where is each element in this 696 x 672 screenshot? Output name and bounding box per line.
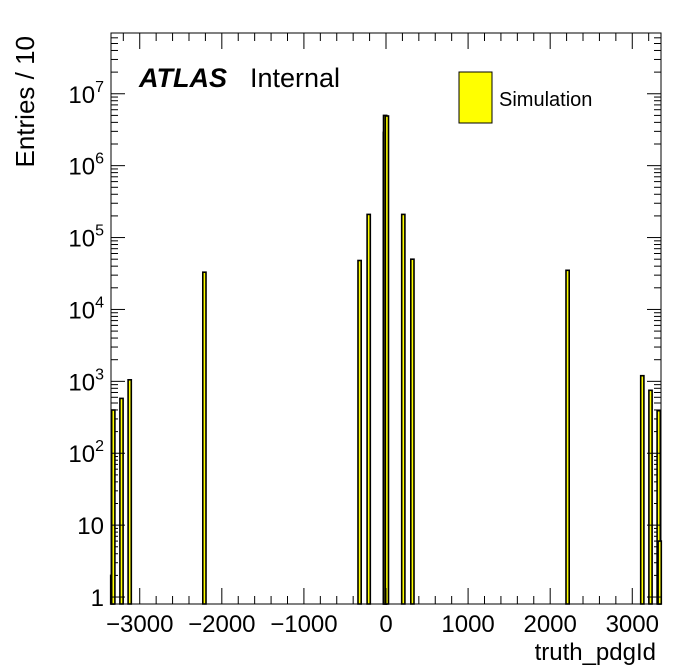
y-tick-label: 106 bbox=[68, 151, 104, 181]
x-tick-label: −2000 bbox=[188, 611, 255, 638]
x-axis-label: truth_pdgId bbox=[535, 639, 656, 666]
internal-label: Internal bbox=[250, 63, 340, 93]
histogram-bar bbox=[127, 378, 133, 605]
y-tick-label: 10 bbox=[77, 513, 104, 540]
histogram-bar bbox=[119, 397, 124, 605]
y-tick-label: 102 bbox=[68, 438, 104, 468]
histogram-bar bbox=[639, 374, 645, 605]
histogram-bar bbox=[357, 259, 363, 605]
y-tick-label: 103 bbox=[68, 366, 104, 396]
y-axis-label: Entries / 10 bbox=[10, 36, 40, 168]
x-tick-label: 0 bbox=[379, 611, 392, 638]
x-tick-label: 3000 bbox=[606, 611, 659, 638]
histogram-bar bbox=[110, 409, 116, 605]
histogram-bar bbox=[366, 213, 372, 605]
atlas-label: ATLAS bbox=[138, 63, 227, 93]
y-tick-label: 105 bbox=[68, 223, 104, 253]
histogram-bar bbox=[384, 115, 390, 605]
legend-label: Simulation bbox=[499, 89, 592, 111]
histogram-bar bbox=[409, 258, 415, 605]
histogram-bar bbox=[202, 271, 207, 605]
x-tick-label: 2000 bbox=[523, 611, 576, 638]
x-axis-ticks: −3000 −2000 −1000 0 1000 2000 3000 bbox=[106, 33, 659, 638]
histogram-bar bbox=[648, 389, 653, 605]
x-tick-label: −3000 bbox=[106, 611, 173, 638]
histogram-bar bbox=[657, 540, 663, 605]
x-tick-label: 1000 bbox=[441, 611, 494, 638]
y-axis-ticks: 1 10 102 103 104 105 106 107 bbox=[68, 79, 661, 612]
y-tick-label: 107 bbox=[68, 79, 104, 109]
y-tick-label: 104 bbox=[68, 294, 104, 324]
histogram-bar bbox=[400, 213, 406, 605]
y-tick-label: 1 bbox=[91, 585, 104, 612]
x-tick-label: −1000 bbox=[270, 611, 337, 638]
histogram-bar bbox=[565, 269, 571, 605]
histogram-bars bbox=[109, 114, 663, 605]
x-minor-ticks bbox=[122, 33, 650, 604]
legend-swatch bbox=[458, 71, 493, 124]
